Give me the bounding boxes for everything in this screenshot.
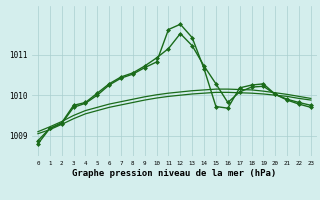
X-axis label: Graphe pression niveau de la mer (hPa): Graphe pression niveau de la mer (hPa) [72, 169, 276, 178]
